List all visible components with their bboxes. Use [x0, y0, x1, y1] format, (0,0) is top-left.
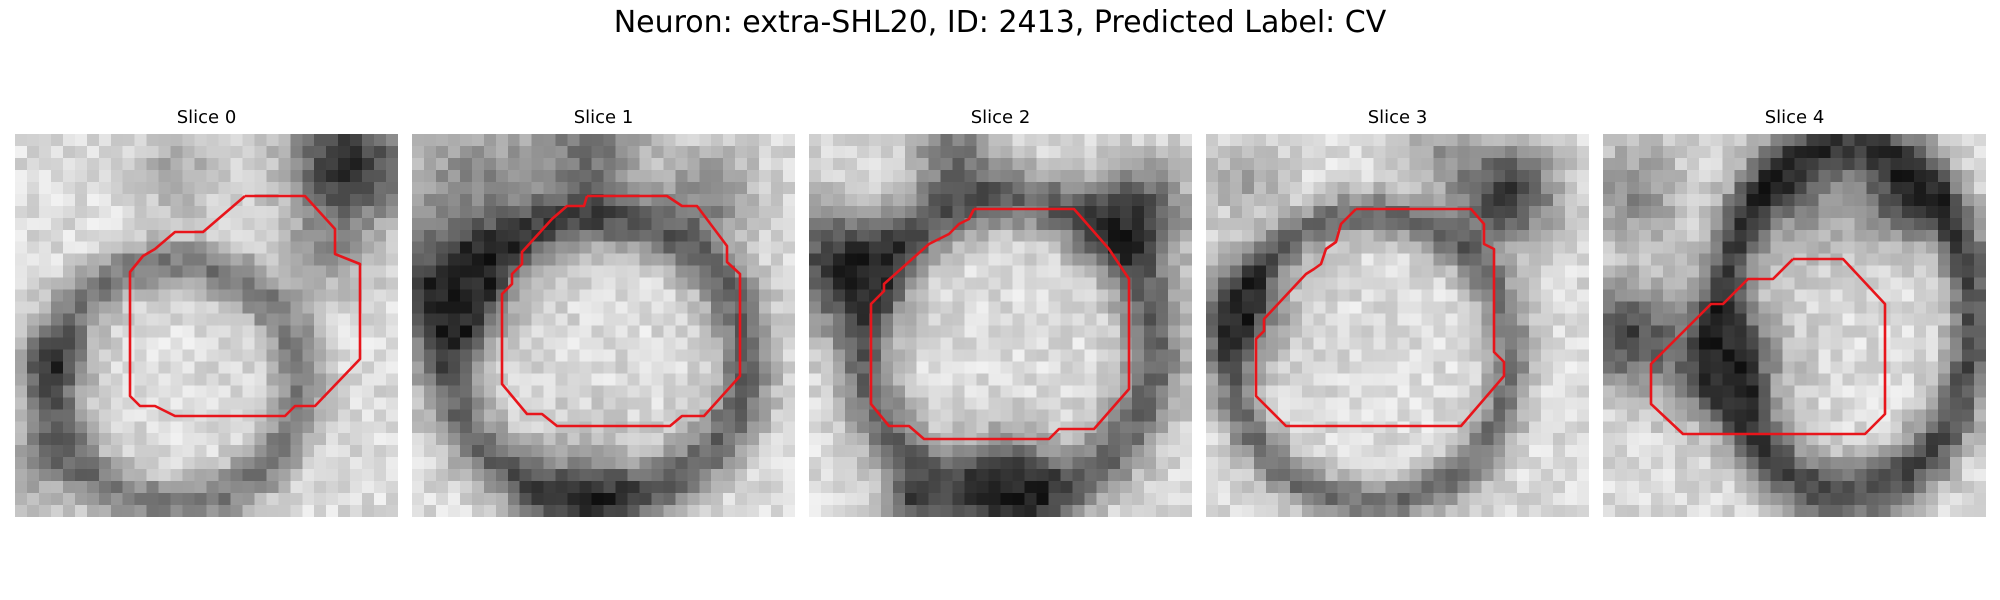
slice-image-4 [1603, 134, 1986, 517]
slice-image-2 [809, 134, 1192, 517]
slice-title-4: Slice 4 [1764, 107, 1825, 128]
slice-title-1: Slice 1 [573, 107, 634, 128]
slice-image-3 [1206, 134, 1589, 517]
contour-outline [128, 194, 362, 418]
grayscale-pixels [1603, 134, 1986, 517]
grayscale-pixels [1206, 134, 1589, 517]
slice-title-2: Slice 2 [970, 107, 1031, 128]
contour-outline [500, 194, 742, 428]
contour-outline [1649, 257, 1887, 436]
slice-image-0 [15, 134, 398, 517]
slice-panel-4: Slice 4 [1603, 108, 1986, 521]
slice-title-3: Slice 3 [1367, 107, 1428, 128]
slice-panel-1: Slice 1 [412, 108, 795, 521]
slice-title-0: Slice 0 [176, 107, 237, 128]
contour-outline [1254, 207, 1506, 428]
figure-title: Neuron: extra-SHL20, ID: 2413, Predicted… [613, 5, 1387, 40]
slice-image-1 [412, 134, 795, 517]
slice-panel-2: Slice 2 [809, 108, 1192, 521]
grayscale-pixels [412, 134, 795, 517]
grayscale-pixels [15, 134, 398, 517]
contour-outline [869, 207, 1131, 441]
slice-panel-0: Slice 0 [15, 108, 398, 521]
grayscale-pixels [809, 134, 1192, 517]
slice-panel-3: Slice 3 [1206, 108, 1589, 521]
